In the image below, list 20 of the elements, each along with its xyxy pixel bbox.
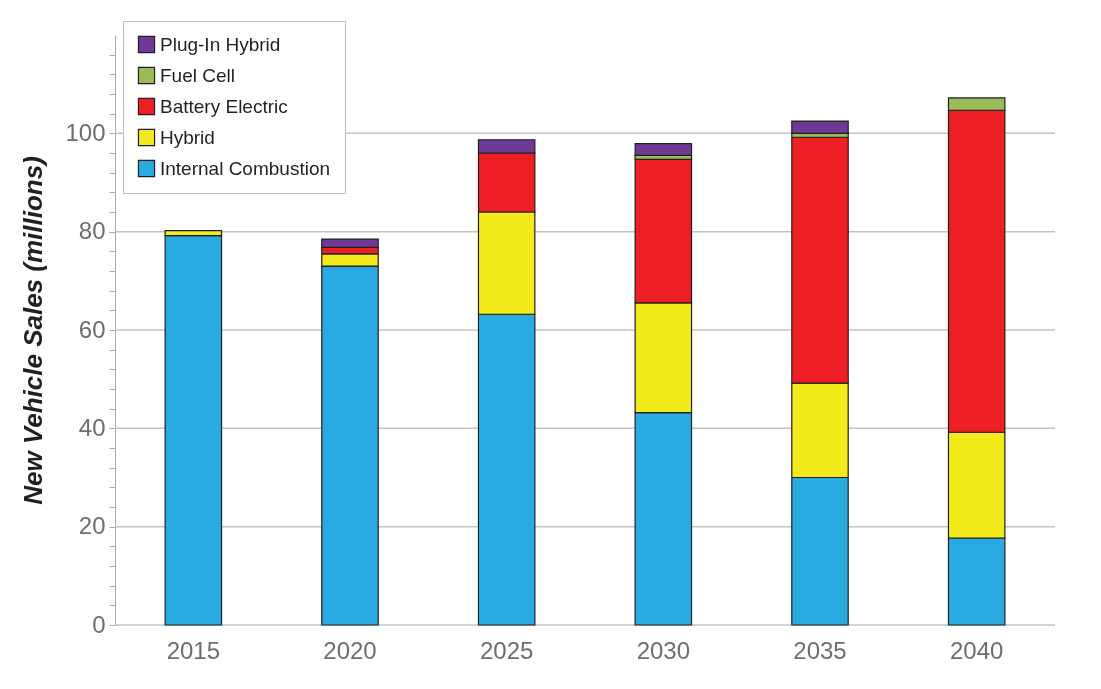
y-tick-label: 20 xyxy=(78,512,106,540)
legend-label: Plug-In Hybrid xyxy=(160,33,281,55)
legend-label: Battery Electric xyxy=(160,95,288,117)
legend-label: Fuel Cell xyxy=(160,64,235,86)
y-axis-title: New Vehicle Sales (millions) xyxy=(18,156,49,505)
y-tick-label: 60 xyxy=(78,315,106,343)
x-tick-label: 2020 xyxy=(323,636,377,664)
legend-label: Internal Combustion xyxy=(160,157,331,179)
x-tick-label: 2025 xyxy=(479,636,534,664)
bar xyxy=(634,143,693,157)
y-tick-label: 100 xyxy=(65,118,106,146)
y-tick-label: 40 xyxy=(78,413,106,441)
x-tick-label: 2015 xyxy=(166,636,221,664)
legend-label: Hybrid xyxy=(160,126,215,148)
x-tick-label: 2035 xyxy=(793,636,847,664)
y-tick-label: 80 xyxy=(78,217,106,245)
bar xyxy=(791,120,849,134)
y-tick-label: 0 xyxy=(92,610,106,638)
x-tick-label: 2030 xyxy=(636,636,691,664)
x-tick-label: 2040 xyxy=(949,636,1004,664)
